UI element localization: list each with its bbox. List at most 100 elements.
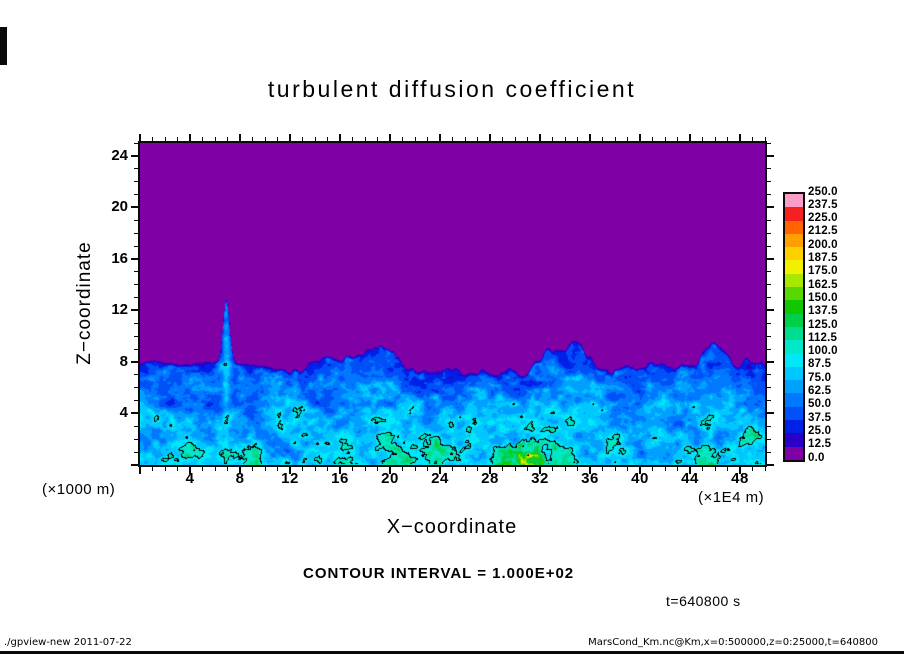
axis-tick [131,206,138,209]
axis-tick [134,425,138,427]
axis-tick [227,137,228,141]
axis-tick [352,137,353,141]
axis-tick [602,137,603,141]
x-tick-label: 20 [381,470,399,487]
axis-tick [239,467,241,474]
window-bottom-edge [0,651,904,654]
axis-tick [339,467,341,474]
axis-tick [577,467,578,471]
x-tick-label: 48 [731,470,749,487]
axis-tick [239,134,241,141]
x-tick-label: 40 [631,470,649,487]
colorbar-cell [785,233,803,248]
axis-tick [131,360,138,363]
y-tick-label: 24 [111,146,128,164]
axis-tick [752,137,753,141]
axis-tick [664,467,666,471]
colorbar-cell [785,313,803,327]
axis-tick [302,137,303,141]
axis-tick [134,181,138,183]
colorbar-cell [785,366,803,381]
colorbar-cell [785,220,803,234]
axis-tick [527,467,528,471]
axis-tick [767,322,771,324]
axis-tick [134,387,138,389]
y-tick-label: 12 [111,301,128,319]
axis-tick [767,348,771,350]
axis-tick [767,374,771,376]
axis-tick [752,467,753,471]
axis-tick [614,467,616,471]
axis-tick [302,467,303,471]
colorbar-cell [785,287,803,301]
axis-tick [414,137,416,141]
x-tick-label: 36 [581,470,599,487]
colorbar-cell [785,420,803,434]
axis-tick [767,142,771,144]
colorbar-cell [785,406,803,421]
axis-tick [767,387,771,389]
footer-command: ./gpview-new 2011-07-22 [4,637,132,648]
axis-tick [139,134,141,141]
axis-tick [767,271,771,273]
axis-tick [131,412,138,415]
axis-tick [252,467,253,471]
axis-tick [202,137,203,141]
colorbar-tick-label: 200.0 [808,238,838,251]
axis-tick [134,271,138,273]
x-axis-label: X−coordinate [386,516,518,538]
axis-tick [652,467,653,471]
colorbar-cell [785,380,803,394]
axis-tick [152,467,153,471]
colorbar-tick-label: 162.5 [808,278,838,291]
colorbar-cell [785,353,803,367]
axis-tick [364,467,366,471]
colorbar-cell [785,207,803,221]
colorbar-tick-label: 37.5 [808,411,832,424]
axis-tick [177,467,178,471]
axis-tick [489,467,491,474]
footer-dataset: MarsCond_Km.nc@Km,x=0:500000,z=0:25000,t… [588,637,878,648]
axis-tick [739,467,741,474]
axis-tick [134,322,138,324]
axis-tick [539,134,541,141]
axis-tick [377,467,378,471]
plot-area [138,141,767,467]
axis-tick [464,467,466,471]
colorbar-cell [785,393,803,407]
colorbar-cell [785,300,803,314]
colorbar-tick-label: 112.5 [808,331,838,344]
axis-tick [689,134,691,141]
colorbar-tick-label: 25.0 [808,424,832,437]
axis-tick [627,467,628,471]
colorbar-tick-label: 62.5 [808,385,832,397]
axis-tick [402,137,403,141]
x-tick-label: 28 [481,470,499,487]
time-label: t=640800 s [666,593,741,609]
y-tick-label: 4 [119,404,128,422]
axis-tick [539,467,541,474]
axis-tick [327,137,328,141]
axis-tick [739,134,741,141]
axis-tick [477,137,478,141]
colorbar-tick-label: 125.0 [808,318,838,331]
axis-tick [314,137,316,141]
axis-tick [214,137,216,141]
axis-tick [767,464,774,466]
colorbar-tick-label: 0.0 [808,451,825,464]
axis-tick [427,137,428,141]
axis-tick [464,137,466,141]
axis-tick [677,137,678,141]
axis-tick [164,467,166,471]
axis-tick [767,425,771,427]
axis-tick [134,194,138,196]
axis-tick [364,137,366,141]
window-edge-decoration [0,27,7,65]
axis-tick [577,137,578,141]
axis-tick [131,309,138,312]
colorbar-tick-label: 175.0 [808,265,838,278]
axis-tick [767,181,771,183]
colorbar-tick-label: 12.5 [808,438,832,451]
x-tick-label: 16 [331,470,349,487]
